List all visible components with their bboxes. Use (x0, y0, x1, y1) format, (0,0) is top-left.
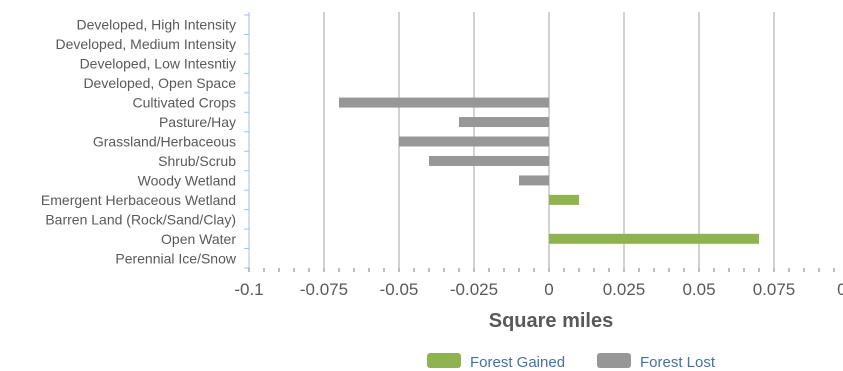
category-label: Developed, Low Intesntiy (80, 56, 236, 72)
legend-swatch-forest-lost (597, 353, 631, 368)
category-label: Emergent Herbaceous Wetland (41, 192, 236, 208)
legend-label-forest-lost: Forest Lost (640, 354, 716, 371)
bar-forest-lost (399, 136, 549, 147)
x-tick-label: -0.075 (300, 280, 348, 299)
category-label: Perennial Ice/Snow (115, 250, 237, 266)
bar-forest-lost (429, 155, 549, 166)
category-label: Grassland/Herbaceous (93, 134, 236, 150)
category-label: Developed, High Intensity (76, 17, 236, 33)
x-axis-title: Square miles (489, 310, 614, 332)
bar-forest-gained (549, 194, 579, 205)
category-label: Woody Wetland (138, 172, 236, 188)
bar-forest-gained (549, 233, 759, 244)
category-label: Developed, Medium Intensity (55, 36, 236, 52)
x-tick-label: -0.1 (234, 280, 263, 299)
x-tick-label: 0.025 (603, 280, 646, 299)
x-tick-label: 0.075 (753, 280, 796, 299)
category-label: Cultivated Crops (133, 95, 237, 111)
bar-forest-lost (519, 175, 549, 186)
category-label: Open Water (161, 231, 236, 247)
legend-swatch-forest-gained (427, 353, 461, 368)
x-tick-label: -0.05 (380, 280, 419, 299)
x-tick-label: 0.1 (837, 280, 843, 299)
category-label: Barren Land (Rock/Sand/Clay) (45, 211, 236, 227)
category-label: Shrub/Scrub (158, 153, 236, 169)
category-label: Developed, Open Space (83, 75, 236, 91)
bars (339, 97, 759, 244)
bar-forest-lost (339, 97, 549, 108)
x-axis: -0.1 -0.075 -0.05 -0.025 0 0.025 0.05 0.075 0.1 (234, 268, 843, 299)
x-tick-label: 0.05 (682, 280, 715, 299)
x-tick-label: -0.025 (450, 280, 498, 299)
x-tick-label: 0 (544, 280, 553, 299)
category-label: Pasture/Hay (159, 114, 236, 130)
legend-label-forest-gained: Forest Gained (470, 354, 565, 371)
bar-forest-lost (459, 117, 549, 128)
category-axis: Developed, High Intensity Developed, Medi… (41, 12, 250, 269)
legend: Forest Gained Forest Lost (427, 353, 716, 371)
